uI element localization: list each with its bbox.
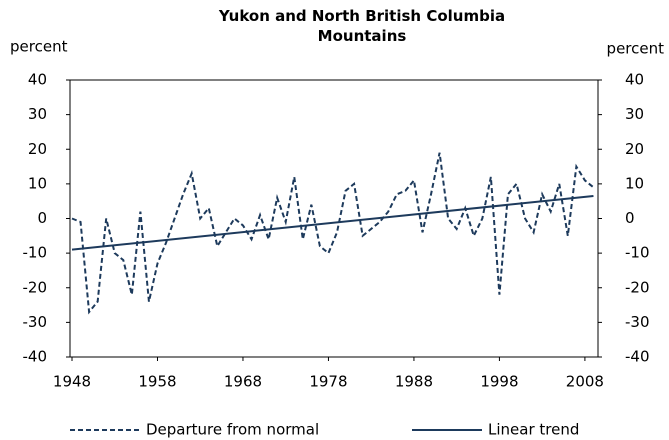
y2-tick-label: 30 <box>625 105 644 123</box>
chart-title: Yukon and North British Columbia Mountai… <box>218 7 506 45</box>
x-tick-label: 1958 <box>138 373 176 391</box>
y-axis-label: percent <box>10 38 68 56</box>
y2-tick-label: -40 <box>625 348 650 366</box>
x-tick-label: 1978 <box>309 373 347 391</box>
y-tick-label: -20 <box>23 278 48 296</box>
y-tick-label: 0 <box>37 209 47 227</box>
y2-axis-label: percent <box>607 40 665 58</box>
y2-tick-label: -30 <box>625 313 650 331</box>
legend-label: Departure from normal <box>146 421 319 439</box>
y-tick-label: 10 <box>28 174 47 192</box>
y2-tick-label: 0 <box>625 209 635 227</box>
legend-label: Linear trend <box>488 421 579 439</box>
y2-tick-label: 40 <box>625 71 644 89</box>
x-tick-label: 1968 <box>224 373 262 391</box>
x-tick-label: 1998 <box>480 373 518 391</box>
y-tick-label: 20 <box>28 140 47 158</box>
y-tick-label: -40 <box>23 348 48 366</box>
y-tick-label: -30 <box>23 313 48 331</box>
y-tick-label: 30 <box>28 105 47 123</box>
x-tick-label: 1988 <box>395 373 433 391</box>
y-tick-label: 40 <box>28 71 47 89</box>
y2-tick-label: -20 <box>625 278 650 296</box>
series-line <box>71 194 594 251</box>
x-tick-label: 2008 <box>566 373 604 391</box>
series-line <box>71 152 595 315</box>
x-tick-label: 1948 <box>53 373 91 391</box>
y-tick-label: -10 <box>23 244 48 262</box>
y2-tick-label: 20 <box>625 140 644 158</box>
plot-frame <box>69 79 599 358</box>
y2-tick-label: -10 <box>625 244 650 262</box>
y2-tick-label: 10 <box>625 174 644 192</box>
